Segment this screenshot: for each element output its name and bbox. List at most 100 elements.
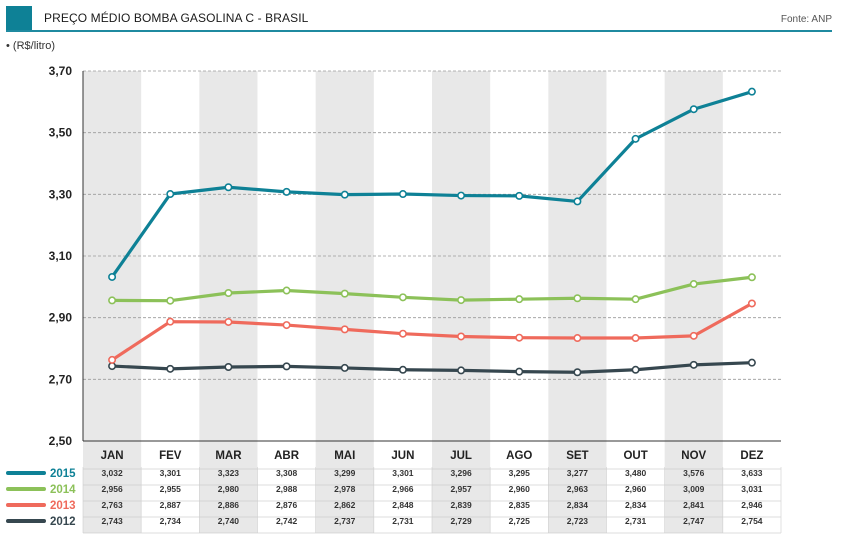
data-point-2015 (108, 272, 117, 281)
table-cell: 2,960 (625, 484, 647, 494)
table-cell: 3,308 (276, 468, 298, 478)
table-cell: 2,876 (276, 500, 298, 510)
table-cell: 2,862 (334, 500, 356, 510)
data-point-2014 (457, 296, 466, 305)
data-point-2013 (457, 332, 466, 341)
data-point-2014 (689, 280, 698, 289)
data-point-2013 (689, 331, 698, 340)
table-cell: 2,763 (101, 500, 123, 510)
x-tick-label: ABR (274, 450, 300, 462)
data-point-2012 (398, 365, 407, 374)
table-cell: 3,576 (683, 468, 705, 478)
table-cell: 2,886 (218, 500, 240, 510)
table-cell: 3,031 (741, 484, 763, 494)
data-point-2015 (457, 191, 466, 200)
data-point-2015 (515, 191, 524, 200)
legend-label-2014: 2014 (50, 484, 76, 496)
column-band (664, 71, 723, 533)
data-point-2013 (340, 325, 349, 334)
table-cell: 2,966 (392, 484, 414, 494)
data-point-2013 (282, 321, 291, 330)
x-tick-label: JUN (391, 450, 414, 462)
y-tick-label: 3,10 (49, 249, 73, 263)
table-cell: 3,301 (160, 468, 182, 478)
data-point-2013 (747, 299, 756, 308)
source-label: Fonte: ANP (780, 14, 832, 25)
data-point-2014 (340, 289, 349, 298)
data-point-2013 (573, 334, 582, 343)
table-cell: 2,835 (509, 500, 531, 510)
title-bar: PREÇO MÉDIO BOMBA GASOLINA C - BRASIL Fo… (6, 6, 832, 32)
data-point-2014 (398, 293, 407, 302)
data-point-2015 (689, 105, 698, 114)
table-cell: 3,296 (450, 468, 472, 478)
data-point-2013 (398, 329, 407, 338)
table-cell: 2,887 (160, 500, 182, 510)
column-band (315, 71, 374, 533)
data-point-2014 (108, 296, 117, 305)
x-tick-label: JAN (101, 450, 124, 462)
data-point-2015 (573, 197, 582, 206)
table-cell: 2,731 (625, 516, 647, 526)
y-tick-label: 3,30 (49, 187, 73, 201)
data-point-2015 (166, 190, 175, 199)
data-point-2012 (515, 367, 524, 376)
table-cell: 3,323 (218, 468, 240, 478)
table-cell: 3,633 (741, 468, 763, 478)
table-cell: 2,988 (276, 484, 298, 494)
series-line-2014 (110, 275, 754, 303)
x-tick-label: MAR (215, 450, 242, 462)
table-cell: 2,729 (450, 516, 472, 526)
table-cell: 3,295 (509, 468, 531, 478)
unit-label: • (R$/litro) (6, 40, 56, 52)
x-tick-label: SET (566, 450, 588, 462)
data-point-2014 (224, 288, 233, 297)
table-cell: 2,740 (218, 516, 240, 526)
data-point-2015 (631, 134, 640, 143)
table-cell: 2,725 (509, 516, 531, 526)
table-cell: 2,956 (101, 484, 123, 494)
data-point-2015 (398, 190, 407, 199)
legend-label-2013: 2013 (50, 500, 76, 512)
table-cell: 2,960 (509, 484, 531, 494)
chart-header: PREÇO MÉDIO BOMBA GASOLINA C - BRASIL Fo… (0, 0, 841, 38)
table-cell: 2,834 (625, 500, 647, 510)
table-cell: 2,839 (450, 500, 472, 510)
data-point-2014 (166, 296, 175, 305)
data-point-2012 (631, 365, 640, 374)
x-tick-label: AGO (506, 450, 532, 462)
chart-title: PREÇO MÉDIO BOMBA GASOLINA C - BRASIL (44, 11, 309, 25)
legend-label-2015: 2015 (50, 468, 76, 480)
table-cell: 2,957 (450, 484, 472, 494)
data-point-2012 (340, 363, 349, 372)
data-point-2015 (224, 183, 233, 192)
data-point-2014 (573, 294, 582, 303)
table-cell: 2,734 (160, 516, 182, 526)
y-tick-label: 2,50 (49, 434, 73, 448)
x-tick-label: FEV (159, 450, 182, 462)
data-point-2015 (747, 87, 756, 96)
table-cell: 3,480 (625, 468, 647, 478)
data-point-2013 (108, 355, 117, 364)
data-point-2015 (340, 190, 349, 199)
title-accent-block (6, 6, 32, 30)
data-point-2014 (282, 286, 291, 295)
table-cell: 2,955 (160, 484, 182, 494)
data-point-2013 (631, 334, 640, 343)
x-tick-label: MAI (334, 450, 355, 462)
series-line-2013 (110, 301, 754, 362)
x-tick-label: OUT (623, 450, 647, 462)
data-point-2012 (573, 368, 582, 377)
table-cell: 2,743 (101, 516, 123, 526)
table-cell: 3,299 (334, 468, 356, 478)
data-point-2012 (282, 362, 291, 371)
table-cell: 2,731 (392, 516, 414, 526)
table-cell: 2,978 (334, 484, 356, 494)
column-band (199, 71, 258, 533)
y-tick-label: 2,90 (49, 311, 73, 325)
x-tick-label: DEZ (740, 450, 763, 462)
data-point-2013 (166, 317, 175, 326)
data-point-2012 (747, 358, 756, 367)
table-cell: 2,946 (741, 500, 763, 510)
